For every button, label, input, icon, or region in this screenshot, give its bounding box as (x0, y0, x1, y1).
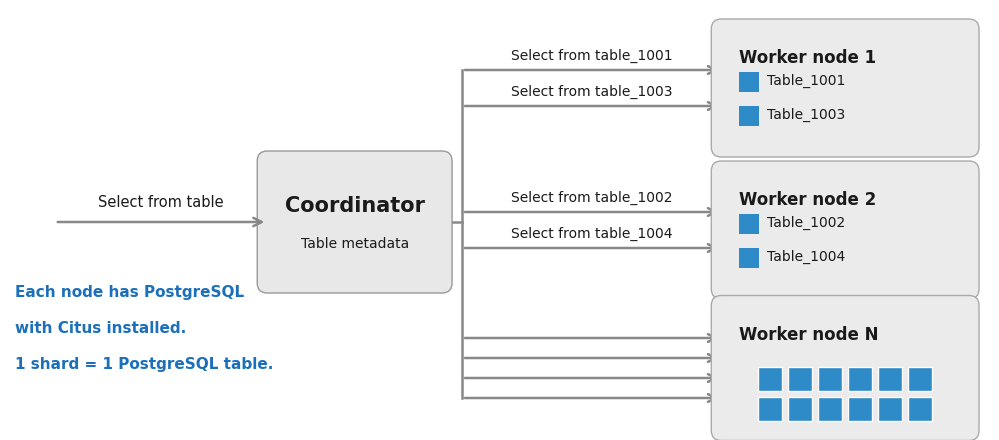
Text: Table metadata: Table metadata (301, 237, 409, 251)
Bar (818, 396, 842, 421)
Text: Select from table_1002: Select from table_1002 (510, 191, 672, 205)
Bar (848, 367, 872, 391)
Bar (758, 367, 782, 391)
Bar (908, 367, 932, 391)
FancyBboxPatch shape (258, 151, 452, 293)
FancyBboxPatch shape (711, 161, 979, 299)
Text: Table_1004: Table_1004 (767, 250, 845, 264)
Bar (758, 396, 782, 421)
Text: 1 shard = 1 PostgreSQL table.: 1 shard = 1 PostgreSQL table. (15, 357, 274, 372)
Text: Worker node N: Worker node N (739, 326, 879, 344)
Bar (818, 367, 842, 391)
Bar (739, 214, 759, 234)
Bar (908, 396, 932, 421)
Text: Worker node 1: Worker node 1 (739, 49, 876, 67)
FancyBboxPatch shape (711, 19, 979, 157)
Bar (848, 396, 872, 421)
Bar (739, 72, 759, 92)
Text: Select from table_1004: Select from table_1004 (510, 227, 672, 241)
Text: Worker node 2: Worker node 2 (739, 191, 876, 209)
Bar (878, 367, 902, 391)
Text: Table_1002: Table_1002 (767, 216, 845, 230)
Text: Coordinator: Coordinator (285, 196, 425, 216)
Text: Table_1001: Table_1001 (767, 74, 845, 88)
Text: Select from table_1001: Select from table_1001 (510, 49, 672, 63)
FancyBboxPatch shape (711, 296, 979, 440)
Bar (788, 396, 812, 421)
Bar (739, 248, 759, 268)
Bar (788, 367, 812, 391)
Text: Table_1003: Table_1003 (767, 108, 845, 122)
Bar (739, 106, 759, 126)
Text: Select from table_1003: Select from table_1003 (510, 85, 672, 99)
Text: with Citus installed.: with Citus installed. (15, 321, 186, 336)
Text: Select from table: Select from table (98, 195, 224, 210)
Text: Each node has PostgreSQL: Each node has PostgreSQL (15, 285, 244, 300)
Bar (878, 396, 902, 421)
